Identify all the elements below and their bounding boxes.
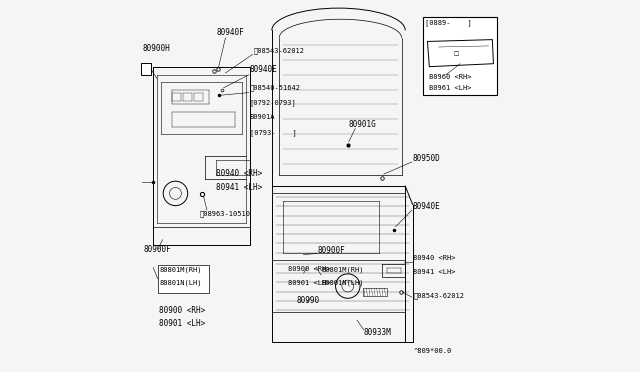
Text: Ⓞ08963-10510: Ⓞ08963-10510 bbox=[200, 211, 250, 217]
Text: 80901 <LH>: 80901 <LH> bbox=[159, 319, 205, 328]
Text: 80940 <RH>: 80940 <RH> bbox=[216, 169, 262, 177]
Text: 80941 <LH>: 80941 <LH> bbox=[216, 183, 262, 192]
Text: 80900F: 80900F bbox=[144, 244, 172, 253]
FancyBboxPatch shape bbox=[141, 63, 151, 75]
Text: B0960 <RH>: B0960 <RH> bbox=[429, 74, 472, 80]
Text: 80940 <RH>: 80940 <RH> bbox=[413, 255, 456, 261]
Text: 80900 <RH>: 80900 <RH> bbox=[289, 266, 331, 272]
Text: 80940F: 80940F bbox=[216, 28, 244, 37]
Text: [0889-    ]: [0889- ] bbox=[424, 20, 471, 26]
Text: Ⓢ08543-62012: Ⓢ08543-62012 bbox=[253, 47, 304, 54]
Text: [0793-    ]: [0793- ] bbox=[250, 129, 296, 136]
Bar bbox=[363, 288, 387, 296]
Text: 80801M(RH): 80801M(RH) bbox=[160, 266, 202, 273]
Text: Ⓢ08543-62012: Ⓢ08543-62012 bbox=[413, 292, 465, 299]
Text: B0901A: B0901A bbox=[250, 115, 275, 121]
Text: 80941 <LH>: 80941 <LH> bbox=[413, 269, 456, 275]
Text: 80801N(LH): 80801N(LH) bbox=[160, 280, 202, 286]
Text: 80901 <LH>: 80901 <LH> bbox=[289, 280, 331, 286]
Text: [0792-0793]: [0792-0793] bbox=[250, 99, 296, 106]
Text: 80900H: 80900H bbox=[142, 44, 170, 53]
Text: 80933M: 80933M bbox=[364, 328, 392, 337]
Text: 80900 <RH>: 80900 <RH> bbox=[159, 306, 205, 315]
Text: 80901G: 80901G bbox=[349, 121, 377, 129]
Bar bbox=[157, 265, 209, 294]
Text: 80900F: 80900F bbox=[318, 246, 346, 255]
Text: 80940E: 80940E bbox=[250, 65, 277, 74]
Text: Ⓢ08540-51642: Ⓢ08540-51642 bbox=[250, 84, 301, 91]
Text: 80990: 80990 bbox=[297, 296, 320, 305]
Text: B0961 <LH>: B0961 <LH> bbox=[429, 85, 472, 91]
Text: □: □ bbox=[454, 51, 459, 56]
Text: ^809*00.0: ^809*00.0 bbox=[413, 348, 452, 354]
Text: 80940E: 80940E bbox=[413, 202, 440, 211]
Text: B0801M(RH): B0801M(RH) bbox=[322, 266, 364, 273]
Text: B0801N(LH): B0801N(LH) bbox=[322, 280, 364, 286]
Bar bbox=[423, 17, 497, 95]
Text: 80950D: 80950D bbox=[413, 154, 440, 163]
